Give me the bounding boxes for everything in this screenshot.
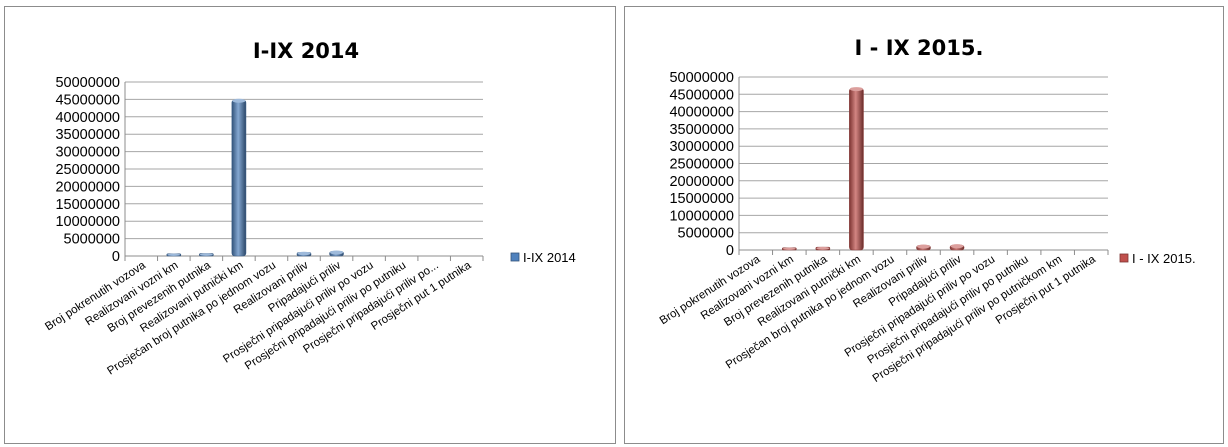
legend-label: I - IX 2015. — [1132, 251, 1196, 266]
y-tick-label: 45000000 — [669, 87, 734, 103]
bar-top — [232, 98, 246, 103]
y-tick-label: 20000000 — [669, 174, 734, 190]
y-tick-label: 15000000 — [55, 197, 120, 213]
y-tick-label: 25000000 — [669, 157, 734, 173]
y-tick-label: 20000000 — [55, 179, 120, 195]
bar — [231, 99, 247, 257]
y-tick-label: 50000000 — [669, 70, 734, 86]
y-tick-label: 50000000 — [55, 75, 120, 91]
legend-swatch — [510, 252, 520, 262]
chart-title: I-IX 2014 — [253, 39, 359, 63]
y-tick-label: 35000000 — [55, 127, 120, 143]
chart-panel-2014: I-IX 2014 0 5000000 10000000 15000000 2000000… — [4, 6, 616, 444]
bar-top — [782, 247, 796, 250]
legend-swatch — [1119, 253, 1129, 263]
bar-top — [330, 250, 344, 255]
legend-label: I-IX 2014 — [523, 250, 576, 265]
bar-top — [950, 244, 964, 249]
y-tick-label: 25000000 — [55, 162, 120, 178]
bar-top — [816, 246, 830, 250]
y-tick-label: 40000000 — [669, 105, 734, 121]
bar — [849, 87, 864, 251]
y-tick-label: 30000000 — [55, 145, 120, 161]
y-tick-label: 45000000 — [55, 92, 120, 108]
y-tick-label: 30000000 — [669, 139, 734, 155]
bar-top — [199, 253, 213, 256]
y-tick-label: 35000000 — [669, 122, 734, 138]
chart-title: I - IX 2015. — [855, 36, 984, 60]
y-tick-label: 40000000 — [55, 110, 120, 126]
bar-top — [849, 87, 863, 92]
y-tick-label: 10000000 — [669, 208, 734, 224]
y-tick-label: 5000000 — [64, 232, 120, 248]
bar-top — [917, 244, 930, 249]
chart-panel-2015: I - IX 2015. 0 5000000 10000000 15000000 2000… — [624, 6, 1224, 444]
bar-top — [167, 253, 181, 256]
y-tick-label: 0 — [726, 243, 734, 259]
y-tick-label: 15000000 — [669, 191, 734, 207]
y-tick-label: 10000000 — [55, 214, 120, 230]
bar-top — [297, 251, 311, 256]
y-tick-label: 5000000 — [678, 226, 734, 242]
y-tick-label: 0 — [112, 249, 120, 265]
